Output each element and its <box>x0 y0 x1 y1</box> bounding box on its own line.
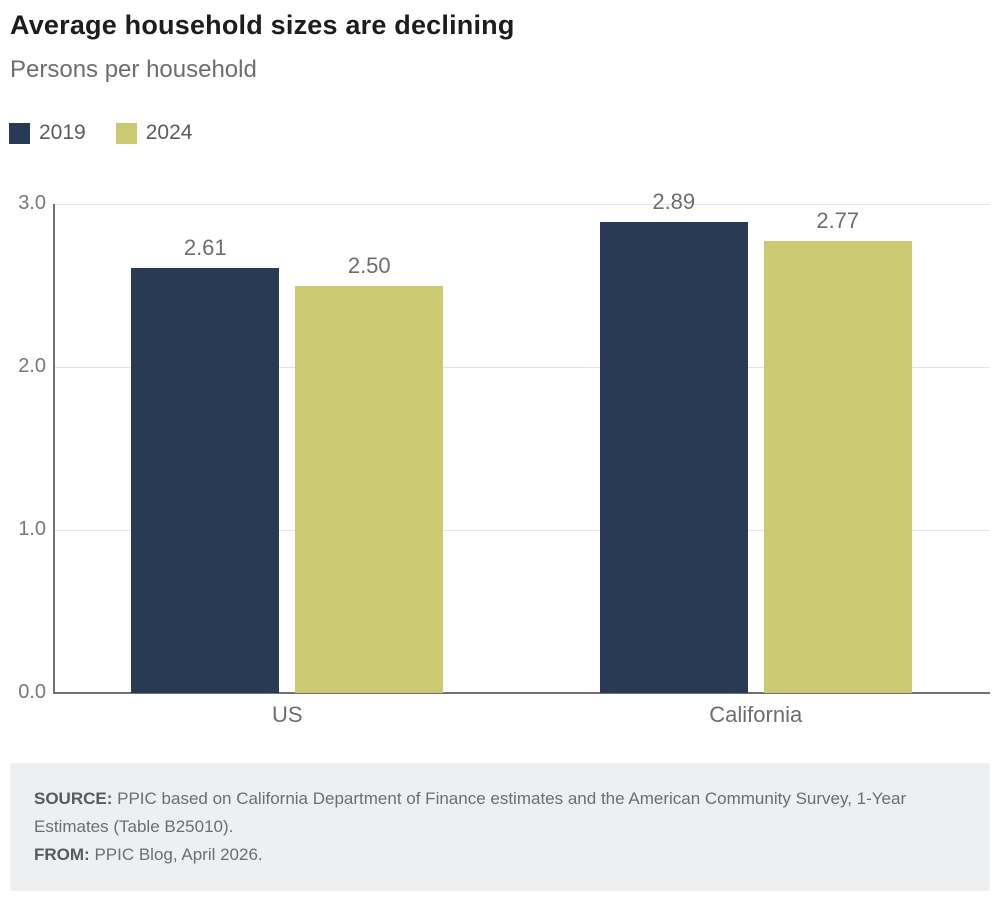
chart-title: Average household sizes are declining <box>10 10 515 40</box>
bar-California-2019[interactable] <box>599 221 748 693</box>
legend-swatch-2019 <box>9 122 30 144</box>
gridline-y-1.0 <box>53 529 990 531</box>
x-category-label-California: California <box>709 702 803 727</box>
source-line: SOURCE: PPIC based on California Departm… <box>34 785 966 869</box>
gridline-y-2.0 <box>53 366 990 368</box>
source-text: PPIC based on California Department of F… <box>34 789 907 836</box>
bar-chart-plot: 0.0 1.0 2.0 3.0 2.61 2.50 US 2.89 2.77 California <box>18 188 990 727</box>
legend-item-2019[interactable]: 2019 <box>9 121 86 145</box>
bar-value-label-California-2024: 2.77 <box>816 208 860 234</box>
legend: 2019 2024 <box>9 121 192 145</box>
bar-value-label-US-2019: 2.61 <box>183 234 227 260</box>
bar-US-2019[interactable] <box>131 267 280 693</box>
from-text: PPIC Blog, April 2026. <box>89 845 263 864</box>
y-tick-label-2.0: 2.0 <box>18 355 46 377</box>
y-axis-line <box>53 204 55 693</box>
legend-label: 2024 <box>145 121 193 144</box>
x-category-label-US: US <box>271 702 303 727</box>
y-tick-label-0.0: 0.0 <box>18 681 46 703</box>
y-tick-label-1.0: 1.0 <box>18 518 46 540</box>
y-tick-label-3.0: 3.0 <box>18 192 46 214</box>
source-note-box: SOURCE: PPIC based on California Departm… <box>10 763 990 891</box>
legend-item-2024[interactable]: 2024 <box>115 121 193 145</box>
bar-California-2024[interactable] <box>763 241 912 693</box>
source-label: SOURCE: <box>34 789 113 808</box>
chart-subtitle: Persons per household <box>10 56 257 83</box>
bar-value-label-US-2024: 2.50 <box>347 252 391 278</box>
legend-label: 2019 <box>39 121 86 144</box>
bar-US-2024[interactable] <box>295 285 444 693</box>
legend-swatch-2024 <box>115 122 137 144</box>
from-label: FROM: <box>34 845 90 864</box>
x-axis-line <box>53 692 990 694</box>
gridline-y-3.0 <box>53 203 990 205</box>
bar-value-label-California-2019: 2.89 <box>652 188 696 214</box>
